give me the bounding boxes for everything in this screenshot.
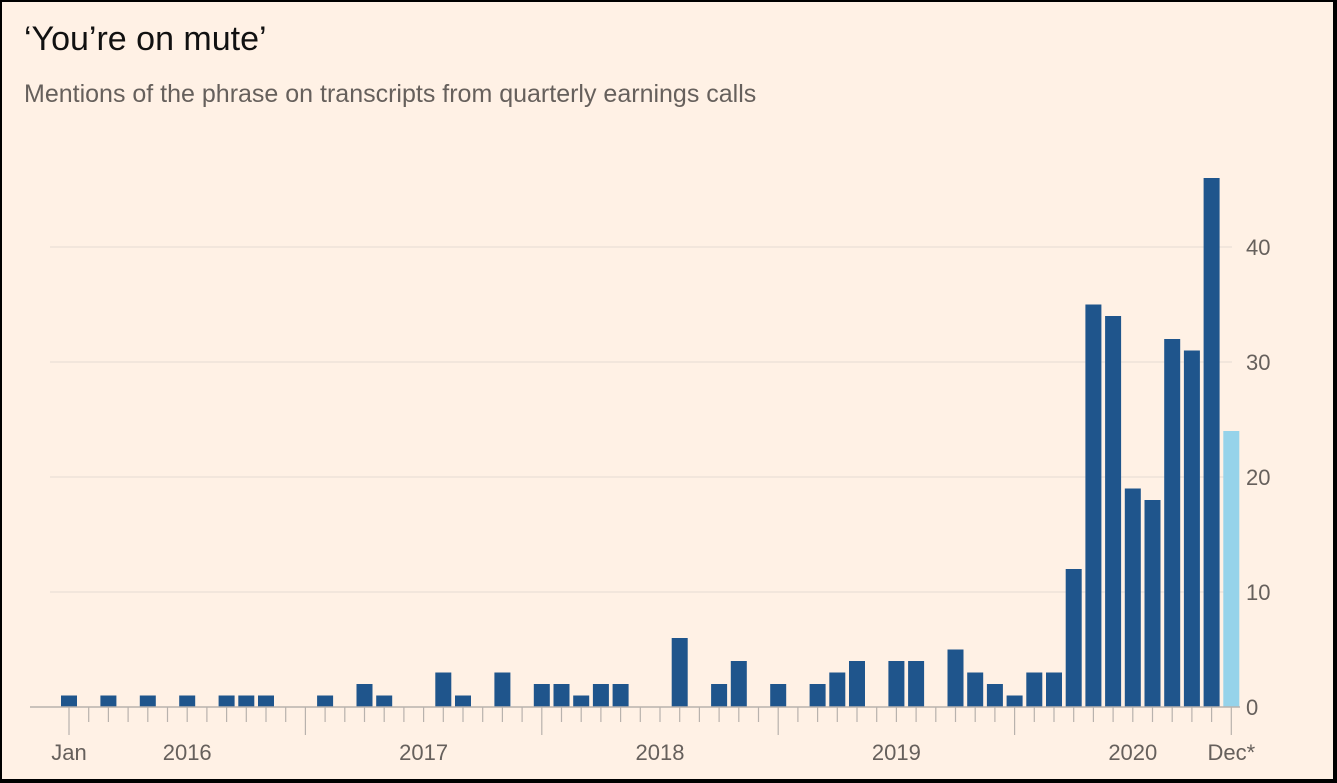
bar [809, 684, 826, 707]
x-tick-label: Dec* [1207, 740, 1255, 765]
x-tick-label: 2020 [1108, 740, 1157, 765]
bar [888, 661, 905, 707]
x-tick-label: 2019 [872, 740, 921, 765]
bar [1046, 672, 1062, 707]
y-tick-label: 40 [1246, 235, 1270, 260]
bar [218, 695, 235, 707]
bar [1164, 339, 1181, 707]
bar [908, 661, 925, 707]
bar [967, 672, 984, 707]
bar [1006, 695, 1023, 707]
y-tick-label: 0 [1246, 695, 1258, 720]
bar [317, 695, 334, 707]
bar [947, 649, 964, 707]
bar [61, 695, 77, 707]
chart-subtitle: Mentions of the phrase on transcripts fr… [24, 80, 757, 108]
bar [730, 661, 747, 707]
bar [711, 684, 728, 707]
bar [1203, 178, 1220, 707]
bar [356, 684, 373, 707]
bar [592, 684, 609, 707]
x-tick-label: 2018 [636, 740, 685, 765]
bar [1105, 316, 1122, 707]
bar [1144, 500, 1161, 707]
chart-title: ‘You’re on mute’ [24, 20, 267, 58]
bar [1124, 488, 1141, 707]
y-tick-label: 10 [1246, 580, 1270, 605]
bar [100, 695, 117, 707]
bar [849, 661, 865, 707]
bar [179, 695, 196, 707]
x-tick-label: Jan [51, 740, 86, 765]
bar [1026, 672, 1043, 707]
bar [612, 684, 629, 707]
bar [455, 695, 471, 707]
y-tick-label: 30 [1246, 350, 1270, 375]
bar [435, 672, 452, 707]
bar [494, 672, 511, 707]
bar [573, 695, 590, 707]
bar [1065, 569, 1082, 707]
bar [770, 684, 787, 707]
bar [533, 684, 550, 707]
bar [671, 638, 688, 707]
bar [1085, 304, 1102, 707]
bar [258, 695, 274, 707]
bar [376, 695, 393, 707]
bar [553, 684, 570, 707]
x-tick-label: 2016 [163, 740, 212, 765]
x-tick-label: 2017 [399, 740, 448, 765]
bar [139, 695, 156, 707]
bar [1183, 350, 1200, 707]
bar [986, 684, 1003, 707]
y-tick-label: 20 [1246, 465, 1270, 490]
bar [1223, 431, 1240, 707]
bar [238, 695, 255, 707]
bar [829, 672, 846, 707]
